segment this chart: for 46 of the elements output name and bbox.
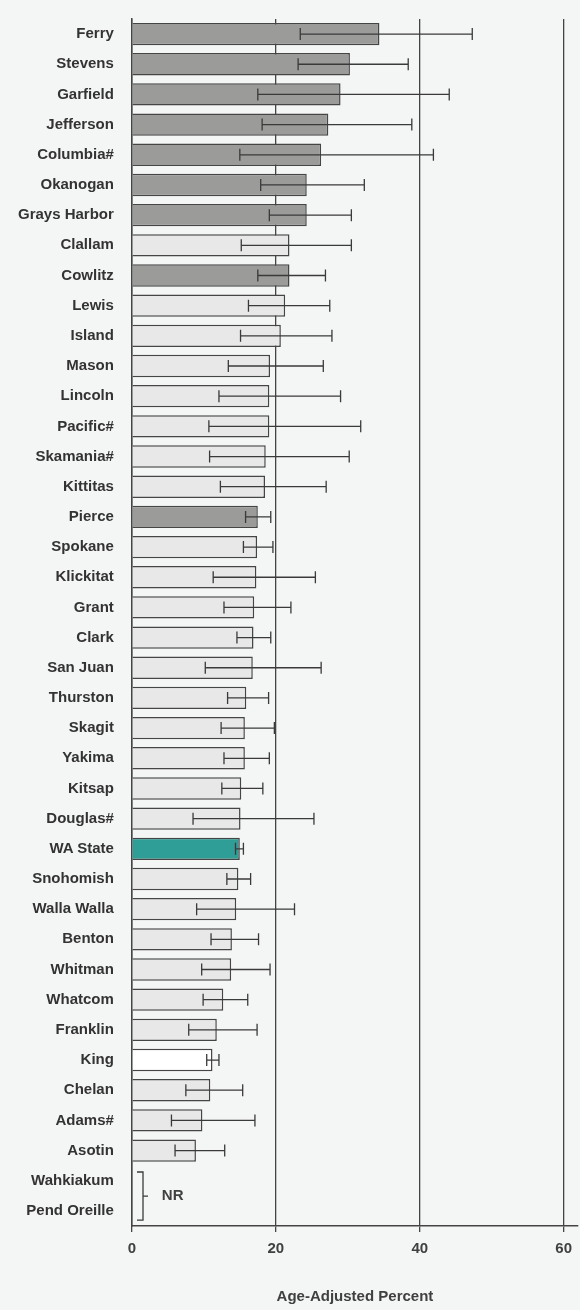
y-tick-label: Kitsap (68, 778, 114, 796)
y-tick-label: Spokane (51, 537, 114, 555)
y-tick-label: Clallam (60, 235, 114, 253)
y-tick-label: Skagit (68, 718, 114, 736)
y-tick-label: Okanogan (40, 175, 114, 193)
x-axis-title: Age-Adjusted Percent (276, 1287, 434, 1305)
y-tick-label: Columbia# (37, 144, 115, 162)
y-tick-label: Lincoln (60, 386, 114, 404)
y-tick-label: Douglas# (46, 808, 115, 826)
y-tick-label: Snohomish (32, 869, 114, 887)
y-tick-label: Island (70, 325, 114, 343)
y-tick-label: San Juan (47, 657, 114, 675)
y-tick-label: Stevens (56, 54, 114, 72)
y-tick-label: Grays Harbor (18, 205, 115, 223)
y-tick-label: Whitman (50, 959, 114, 977)
y-tick-label: Adams# (55, 1110, 115, 1128)
y-tick-label: Lewis (72, 295, 114, 313)
y-tick-label: Benton (62, 929, 114, 947)
y-tick-label: Pacific# (57, 416, 115, 434)
y-tick-label: Kittitas (63, 476, 114, 494)
y-tick-label: Skamania# (35, 446, 115, 464)
y-tick-label: Pend Oreille (26, 1201, 114, 1219)
x-tick-label: 40 (411, 1239, 429, 1257)
x-tick-label: 60 (555, 1239, 572, 1257)
y-tick-label: King (80, 1050, 114, 1068)
y-tick-label: Wahkiakum (31, 1170, 114, 1188)
y-tick-label: Cowlitz (61, 265, 114, 283)
y-tick-label: Clark (76, 627, 115, 645)
x-tick-label: 20 (267, 1239, 285, 1257)
y-tick-label: Pierce (68, 507, 114, 525)
y-tick-label: Ferry (76, 24, 115, 42)
y-tick-label: Yakima (62, 748, 115, 766)
y-tick-label: Grant (73, 597, 114, 615)
y-tick-label: Thurston (48, 688, 114, 706)
y-tick-label: Chelan (63, 1080, 114, 1098)
y-tick-label: Whatcom (46, 989, 114, 1007)
y-tick-label: Garfield (57, 84, 114, 102)
y-tick-label: Jefferson (46, 114, 114, 132)
y-tick-label: Mason (66, 356, 114, 374)
x-tick-label: 0 (127, 1239, 137, 1257)
y-tick-label: Asotin (67, 1140, 114, 1158)
y-tick-label: Franklin (55, 1020, 114, 1037)
y-tick-label: Klickitat (55, 567, 114, 585)
y-tick-label: Walla Walla (32, 899, 115, 917)
y-tick-label: WA State (49, 838, 114, 856)
annotation: NR (161, 1185, 184, 1203)
